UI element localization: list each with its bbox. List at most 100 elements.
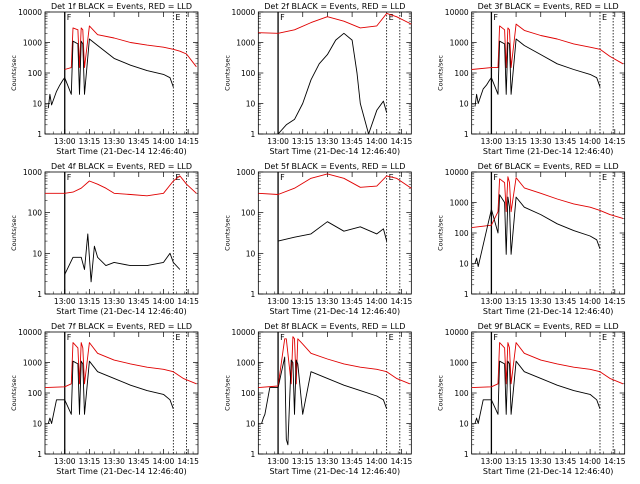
chart-title: Det 4f BLACK = Events, RED = LLD <box>51 162 192 171</box>
chart-panel-1: Det 1f BLACK = Events, RED = LLD 1 10 100 10… <box>10 2 199 156</box>
lld-series-line <box>471 176 624 229</box>
chart-title: Det 8f BLACK = Events, RED = LLD <box>264 322 405 331</box>
x-tick-label: 14:00 <box>153 137 175 146</box>
x-tick-label: 13:45 <box>128 457 150 466</box>
y-tick-label: 10000 <box>445 8 469 17</box>
events-series-line <box>474 38 601 107</box>
chart-panel-6: Det 6f BLACK = Events, RED = LLD 1 10 100 10… <box>437 162 626 316</box>
y-tick-label: 1000 <box>450 39 469 48</box>
events-series-line <box>47 38 174 109</box>
chart-panel-7: Det 7f BLACK = Events, RED = LLD 1 10 100 10… <box>10 322 199 476</box>
y-tick-label: 100 <box>454 389 469 398</box>
x-axis-label: Start Time (21-Dec-14 12:46:40) <box>483 467 614 476</box>
marker-f-label: F <box>493 13 498 22</box>
y-tick-label: 10 <box>459 260 469 269</box>
x-tick-label: 13:00 <box>267 297 289 306</box>
chart-title: Det 5f BLACK = Events, RED = LLD <box>264 162 405 171</box>
chart-panel-3: Det 3f BLACK = Events, RED = LLD 1 10 100 10… <box>437 2 626 156</box>
chart-title: Det 9f BLACK = Events, RED = LLD <box>478 322 619 331</box>
x-tick-label: 14:15 <box>177 457 199 466</box>
x-tick-label: 13:30 <box>530 457 552 466</box>
chart-panel-9: Det 9f BLACK = Events, RED = LLD 1 10 100 10… <box>437 322 626 476</box>
y-tick-label: 10000 <box>445 168 469 177</box>
x-tick-label: 13:00 <box>481 457 503 466</box>
y-tick-label: 100 <box>454 229 469 238</box>
marker-e-label: E <box>175 13 180 22</box>
chart-panel-4: Det 4f BLACK = Events, RED = LLD 1 10 100 10… <box>10 162 199 316</box>
x-tick-label: 13:30 <box>530 137 552 146</box>
x-tick-label: 14:15 <box>391 457 413 466</box>
plot-frame <box>471 171 626 295</box>
y-axis-label: Counts/sec <box>10 375 18 411</box>
y-tick-label: 1000 <box>23 168 42 177</box>
events-series-line <box>277 221 388 242</box>
y-tick-label: 100 <box>241 69 256 78</box>
events-series-line <box>277 32 388 135</box>
x-tick-label: 13:45 <box>341 137 363 146</box>
y-tick-label: 10 <box>246 249 256 258</box>
x-tick-label: 13:15 <box>79 297 101 306</box>
x-tick-label: 14:15 <box>177 137 199 146</box>
x-tick-label: 13:00 <box>267 457 289 466</box>
marker-f-label: F <box>493 333 498 342</box>
events-series-line <box>64 233 181 283</box>
marker-f-label: F <box>67 173 72 182</box>
y-tick-label: 1000 <box>450 359 469 368</box>
y-tick-label: 10 <box>459 420 469 429</box>
lld-series-line <box>45 175 197 197</box>
y-tick-label: 10 <box>459 100 469 109</box>
x-tick-label: 14:00 <box>579 457 601 466</box>
lld-series-line <box>258 336 410 389</box>
chart-panel-5: Det 5f BLACK = Events, RED = LLD 1 10 100 10… <box>223 162 412 316</box>
y-tick-label: 10000 <box>18 328 42 337</box>
y-axis-label: Counts/sec <box>223 55 231 91</box>
plot-frame <box>257 171 412 295</box>
marker-f-label: F <box>280 173 285 182</box>
y-tick-label: 1000 <box>23 39 42 48</box>
x-tick-label: 13:15 <box>505 137 527 146</box>
y-tick-label: 1000 <box>236 168 255 177</box>
x-tick-label: 14:00 <box>579 137 601 146</box>
events-series-line <box>474 194 601 267</box>
y-tick-label: 10000 <box>231 328 255 337</box>
y-tick-label: 10 <box>32 249 42 258</box>
x-tick-label: 14:15 <box>391 137 413 146</box>
y-axis-label: Counts/sec <box>223 215 231 251</box>
marker-e-label: E <box>389 333 394 342</box>
lld-series-line <box>258 12 412 34</box>
y-tick-label: 1000 <box>450 199 469 208</box>
y-tick-label: 10000 <box>231 8 255 17</box>
y-axis-label: Counts/sec <box>437 55 445 91</box>
x-tick-label: 14:15 <box>604 137 626 146</box>
y-tick-label: 1 <box>251 130 256 139</box>
y-axis-label: Counts/sec <box>437 375 445 411</box>
y-tick-label: 1 <box>464 290 469 299</box>
y-tick-label: 1 <box>37 290 42 299</box>
y-axis-label: Counts/sec <box>223 375 231 411</box>
y-axis-label: Counts/sec <box>10 55 18 91</box>
lld-series-line <box>471 23 624 70</box>
lld-series-line <box>471 342 624 389</box>
y-tick-label: 10 <box>32 420 42 429</box>
y-tick-label: 1 <box>464 130 469 139</box>
x-tick-label: 13:15 <box>505 297 527 306</box>
marker-e-label: E <box>389 173 394 182</box>
x-tick-label: 13:00 <box>54 457 76 466</box>
marker-e-label: E <box>602 173 607 182</box>
x-axis-label: Start Time (21-Dec-14 12:46:40) <box>270 467 401 476</box>
marker-e-label: E <box>175 333 180 342</box>
x-tick-label: 13:15 <box>79 137 101 146</box>
lld-series-line <box>64 25 197 70</box>
plot-frame <box>44 171 199 295</box>
marker-f-label: F <box>493 173 498 182</box>
plot-frame <box>257 331 412 455</box>
x-tick-label: 13:15 <box>79 457 101 466</box>
marker-f-label: F <box>280 13 285 22</box>
x-axis-label: Start Time (21-Dec-14 12:46:40) <box>56 147 187 156</box>
marker-e-label: E <box>389 13 394 22</box>
y-tick-label: 1000 <box>236 39 255 48</box>
x-tick-label: 13:30 <box>317 457 339 466</box>
x-axis-label: Start Time (21-Dec-14 12:46:40) <box>56 467 187 476</box>
y-tick-label: 100 <box>454 69 469 78</box>
